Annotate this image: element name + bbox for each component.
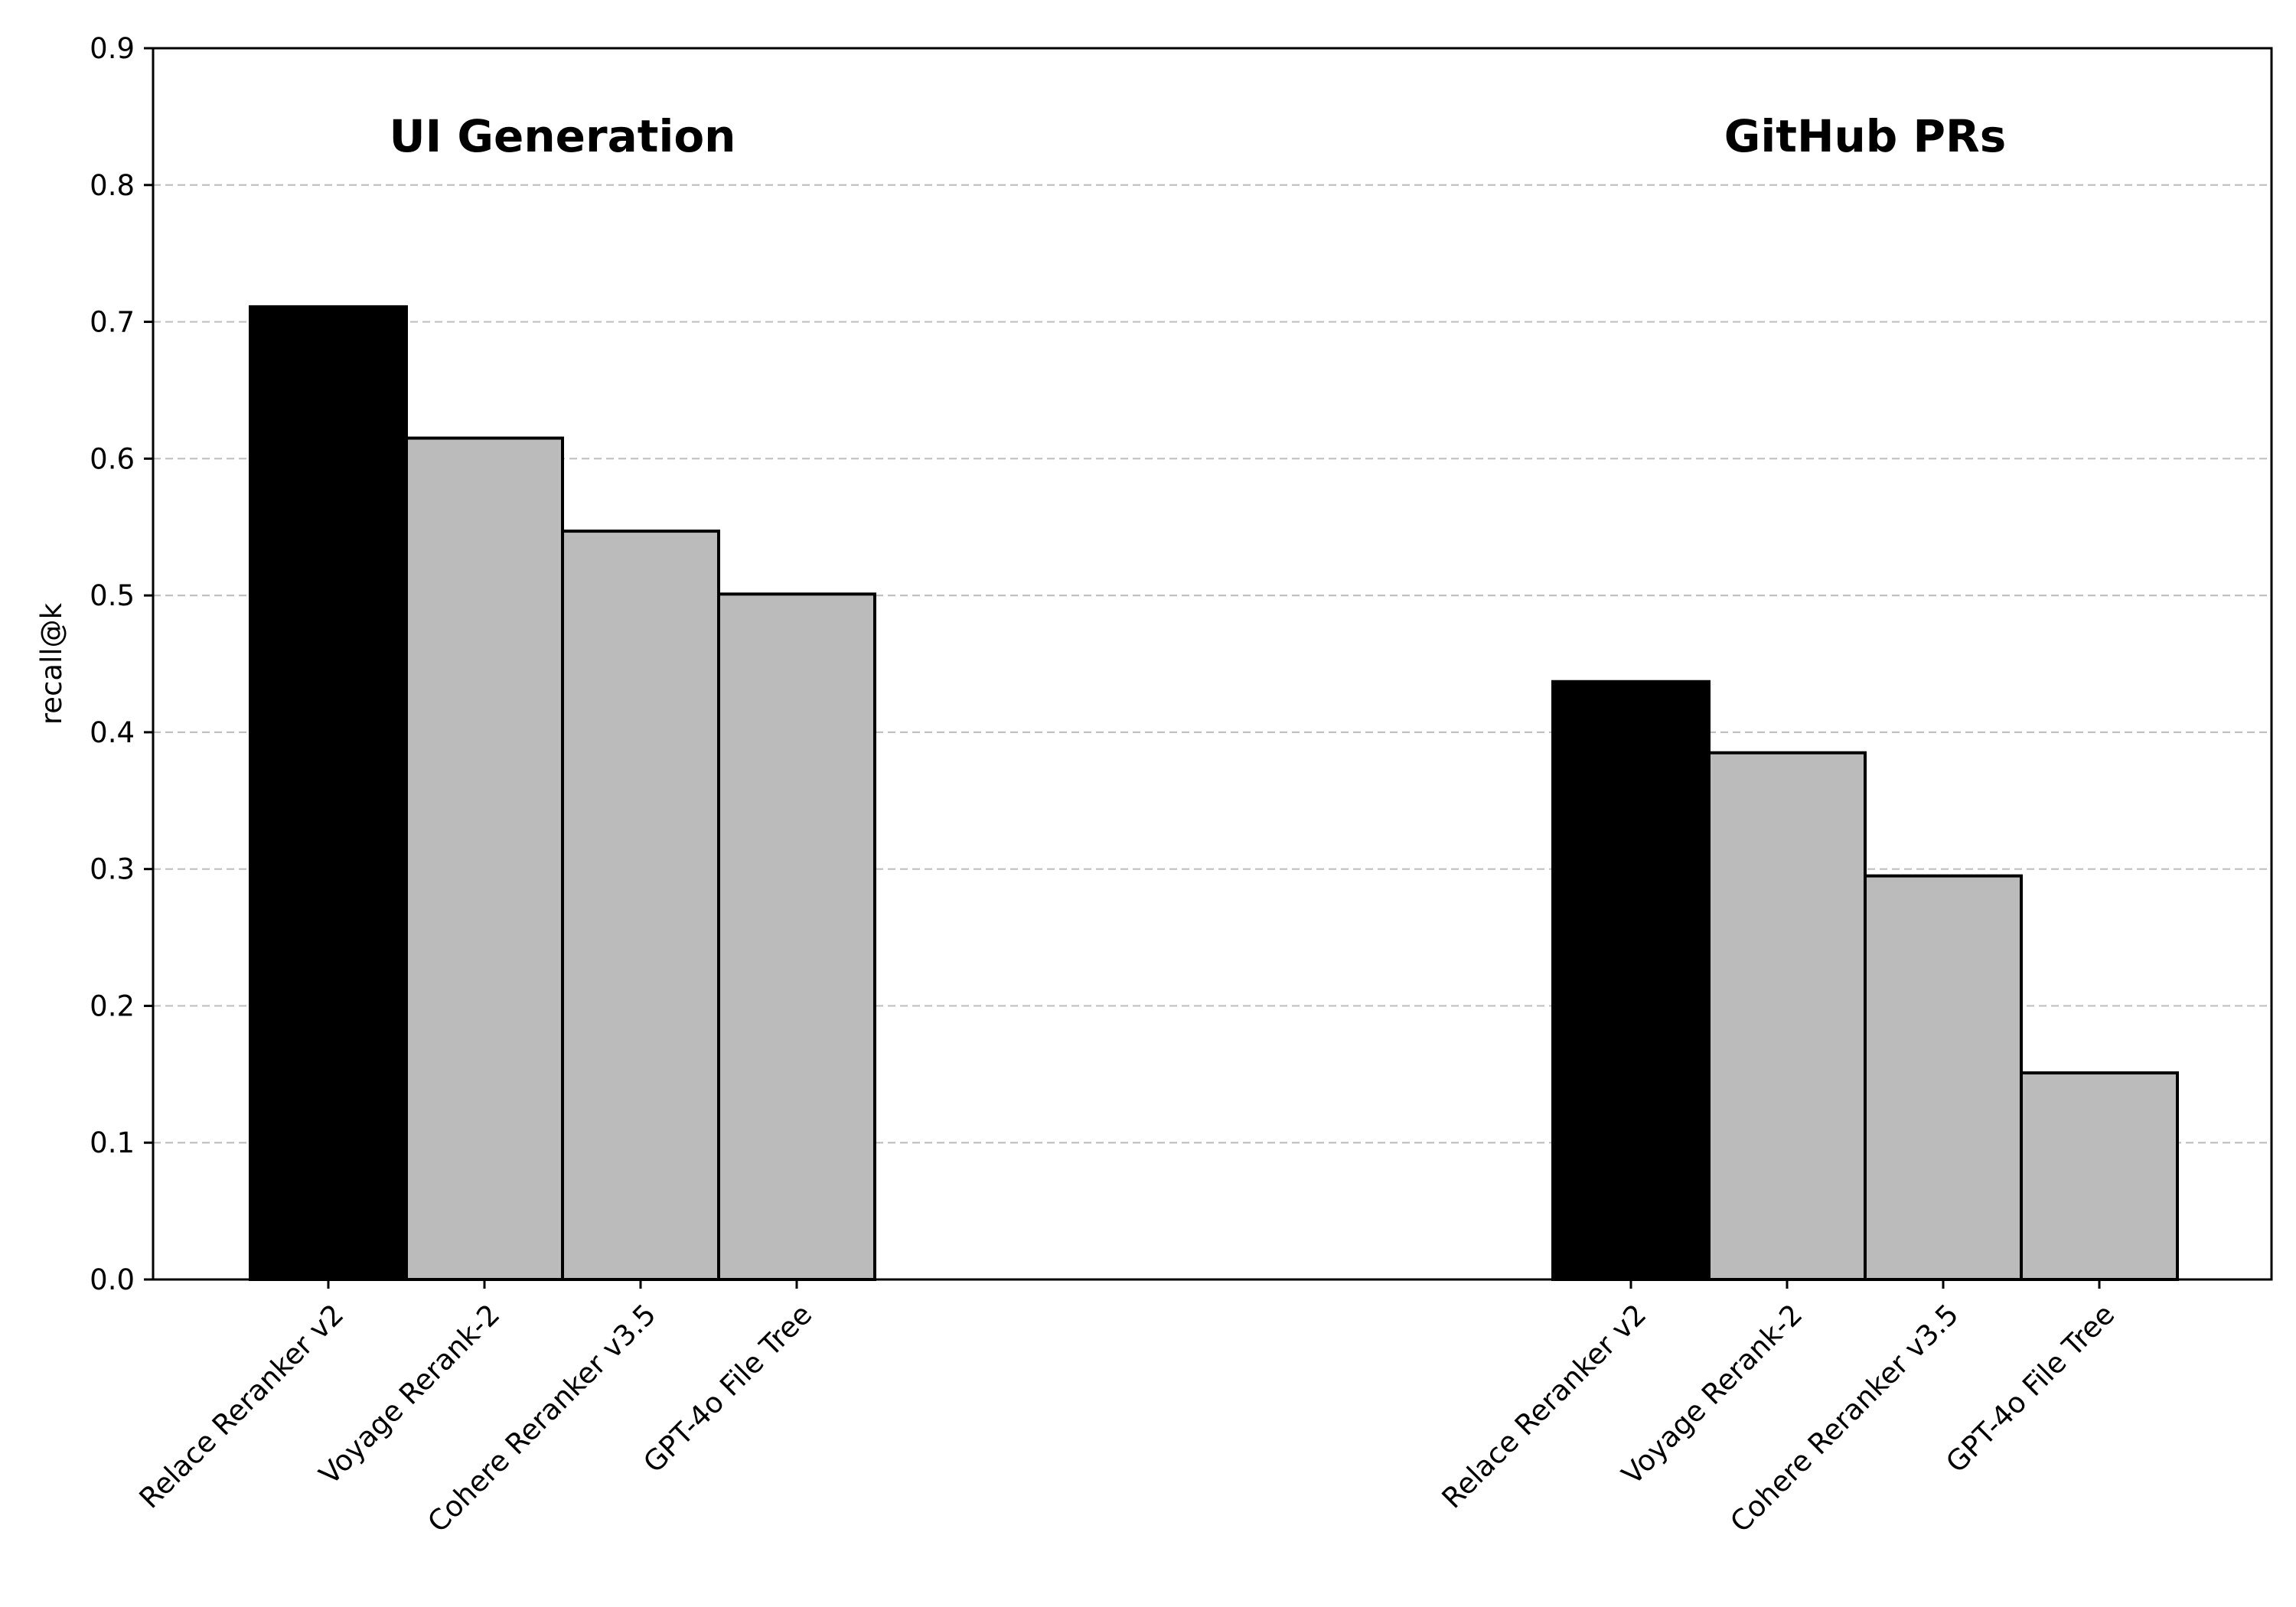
y-tick-label: 0.7 xyxy=(90,306,135,339)
bar xyxy=(249,305,408,1281)
bar xyxy=(2020,1071,2179,1281)
y-axis-label: recall@k xyxy=(35,602,68,725)
y-tick-label: 0.0 xyxy=(90,1263,135,1296)
y-tick-label: 0.6 xyxy=(90,442,135,475)
x-category-label: Relace Reranker v2 xyxy=(133,1298,351,1515)
bar xyxy=(1864,874,2023,1282)
y-axis-ticks: 0.0 0.1 0.2 0.3 0.4 0.5 0.6 0.7 0.8 0.9 xyxy=(90,32,153,1296)
y-tick-label: 0.5 xyxy=(90,579,135,612)
y-tick-label: 0.2 xyxy=(90,989,135,1022)
y-tick-label: 0.3 xyxy=(90,853,135,886)
group-title: UI Generation xyxy=(390,110,736,162)
y-tick-label: 0.1 xyxy=(90,1126,135,1159)
y-tick-label: 0.8 xyxy=(90,169,135,202)
x-category-label: GPT-4o File Tree xyxy=(1939,1298,2121,1479)
bar xyxy=(1551,680,1711,1281)
bars xyxy=(249,305,2179,1282)
y-tick-label: 0.9 xyxy=(90,32,135,65)
x-category-label: Relace Reranker v2 xyxy=(1436,1298,1653,1515)
group-titles: UI Generation GitHub PRs xyxy=(390,110,2007,162)
group-title: GitHub PRs xyxy=(1724,110,2006,162)
bar xyxy=(1707,751,1867,1281)
bar xyxy=(405,436,564,1281)
plot-frame xyxy=(152,47,2273,1281)
bar xyxy=(717,592,876,1281)
x-category-label: GPT-4o File Tree xyxy=(637,1298,818,1479)
y-tick-label: 0.4 xyxy=(90,716,135,749)
bar xyxy=(561,530,720,1281)
